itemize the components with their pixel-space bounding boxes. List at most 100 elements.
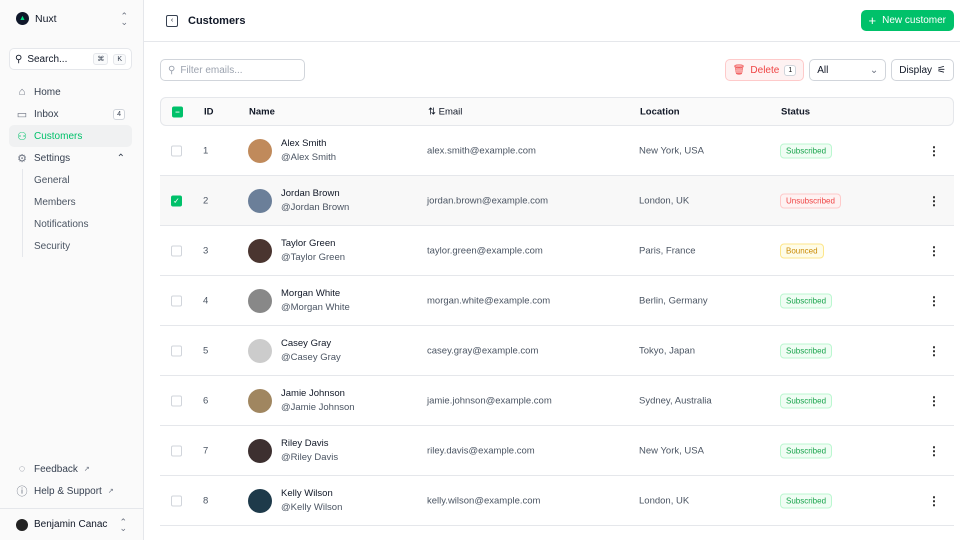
avatar (248, 288, 272, 313)
row-checkbox[interactable] (171, 495, 182, 506)
user-name: Benjamin Canac (34, 519, 108, 530)
users-icon: ⚇ (17, 130, 27, 143)
customer-email: morgan.white@example.com (427, 295, 551, 306)
sidebar-item-members[interactable]: Members (34, 196, 76, 208)
row-checkbox[interactable] (171, 295, 182, 306)
customer-id: 6 (203, 395, 209, 406)
row-actions-icon[interactable]: ⋮ (928, 393, 940, 408)
table-row[interactable]: 4 Morgan White @Morgan White morgan.white… (160, 276, 954, 326)
search-label: Search... (27, 53, 68, 65)
trash-icon: 🗑 (732, 64, 746, 76)
select-all-checkbox[interactable]: – (172, 106, 183, 117)
filter-emails-input[interactable]: ⚲ Filter emails... (160, 59, 305, 81)
sidebar-item-customers[interactable]: ⚇ Customers (9, 125, 132, 147)
table-row[interactable]: 1 Alex Smith @Alex Smith alex.smith@examp… (160, 126, 954, 176)
new-customer-button[interactable]: + New customer (860, 10, 954, 31)
customer-name: Jamie Johnson (281, 387, 345, 399)
customer-handle: @Riley Davis (281, 451, 339, 463)
row-checkbox[interactable] (171, 445, 182, 456)
settings-submenu: General Members Notifications Security (22, 169, 132, 257)
customer-handle: @Morgan White (281, 301, 350, 313)
customers-table: – ID Name ⇅ Email Location Status 1 Alex… (160, 97, 954, 526)
label: Inbox (34, 108, 59, 120)
chevron-up-down-icon: ⌃ ⌄ (119, 516, 127, 533)
row-actions-icon[interactable]: ⋮ (928, 343, 940, 358)
table-row[interactable]: ✓ 2 Jordan Brown @Jordan Brown jordan.bro… (160, 176, 954, 226)
row-checkbox[interactable]: ✓ (171, 195, 182, 206)
external-link-icon: ↗ (107, 488, 114, 495)
status-badge: Unsubscribed (780, 193, 841, 208)
row-actions-icon[interactable]: ⋮ (928, 193, 940, 208)
user-menu[interactable]: Benjamin Canac ⌃ ⌄ (0, 508, 143, 540)
table-row[interactable]: 7 Riley Davis @Riley Davis riley.davis@ex… (160, 426, 954, 476)
table-row[interactable]: 3 Taylor Green @Taylor Green taylor.green… (160, 226, 954, 276)
external-link-icon: ↗ (83, 466, 90, 473)
sidebar-item-settings[interactable]: ⚙ Settings ⌃ (9, 147, 132, 169)
sidebar: ▲ Nuxt ⌃ ⌄ ⚲ Search... ⌘ K ⌂ Home ▭ Inbox 4 … (0, 0, 144, 540)
label: Email (438, 106, 463, 117)
table-row[interactable]: 6 Jamie Johnson @Jamie Johnson jamie.john… (160, 376, 954, 426)
customer-handle: @Casey Gray (281, 351, 341, 363)
customer-handle: @Jamie Johnson (281, 401, 355, 413)
column-location: Location (640, 106, 680, 117)
status-badge: Subscribed (780, 493, 833, 508)
table-row[interactable]: 5 Casey Gray @Casey Gray casey.gray@examp… (160, 326, 954, 376)
chevron-down-icon: ⌄ (869, 64, 879, 76)
sidebar-collapse-icon[interactable]: ‹ (166, 14, 178, 27)
row-actions-icon[interactable]: ⋮ (928, 443, 940, 458)
customer-id: 7 (203, 445, 209, 456)
sidebar-item-inbox[interactable]: ▭ Inbox 4 (9, 103, 132, 125)
sidebar-item-home[interactable]: ⌂ Home (9, 81, 132, 103)
row-checkbox[interactable] (171, 345, 182, 356)
customer-email: casey.gray@example.com (427, 345, 539, 356)
customer-location: Sydney, Australia (639, 395, 712, 406)
customer-location: New York, USA (639, 145, 704, 156)
row-actions-icon[interactable]: ⋮ (928, 143, 940, 158)
customer-name: Casey Gray (281, 337, 332, 349)
label: Help & Support (34, 485, 102, 497)
column-status: Status (781, 106, 811, 117)
row-checkbox[interactable] (171, 245, 182, 256)
customer-id: 8 (203, 495, 209, 506)
avatar (248, 438, 272, 463)
sidebar-item-notifications[interactable]: Notifications (34, 218, 89, 230)
home-icon: ⌂ (18, 86, 26, 98)
customer-name: Riley Davis (281, 437, 329, 449)
column-name: Name (249, 106, 275, 117)
feedback-link[interactable]: ◌ Feedback ↗ (9, 458, 132, 480)
customer-id: 3 (203, 245, 209, 256)
customer-name: Kelly Wilson (281, 487, 333, 499)
customer-id: 2 (203, 195, 209, 206)
help-support-link[interactable]: ⓘ Help & Support ↗ (9, 480, 132, 502)
sort-icon: ⇅ (428, 106, 439, 117)
team-switcher[interactable]: ▲ Nuxt ⌃ ⌄ (16, 11, 128, 26)
customer-name: Taylor Green (281, 237, 336, 249)
customer-name-cell: Jamie Johnson @Jamie Johnson (281, 387, 355, 415)
sidebar-item-security[interactable]: Security (34, 240, 71, 252)
status-badge: Bounced (780, 243, 824, 258)
label: Settings (34, 152, 71, 164)
customer-name-cell: Jordan Brown @Jordan Brown (281, 187, 349, 215)
sidebar-nav: ⌂ Home ▭ Inbox 4 ⚇ Customers ⚙ Settings ⌃ Gene… (9, 81, 132, 257)
status-badge: Subscribed (780, 443, 833, 458)
label: Home (34, 86, 61, 98)
search-button[interactable]: ⚲ Search... ⌘ K (9, 48, 132, 70)
row-checkbox[interactable] (171, 395, 182, 406)
row-actions-icon[interactable]: ⋮ (928, 493, 940, 508)
column-id: ID (204, 106, 214, 117)
customer-name-cell: Kelly Wilson @Kelly Wilson (281, 487, 342, 515)
customer-location: Tokyo, Japan (639, 345, 695, 356)
customer-name-cell: Alex Smith @Alex Smith (281, 137, 336, 165)
delete-button[interactable]: 🗑 Delete 1 (724, 59, 805, 81)
label: Delete (750, 64, 780, 76)
display-button[interactable]: Display ⚟ (891, 59, 954, 81)
status-filter-select[interactable]: All ⌄ (809, 59, 887, 81)
sidebar-item-general[interactable]: General (34, 174, 70, 186)
row-checkbox[interactable] (171, 145, 182, 156)
avatar (16, 518, 28, 531)
row-actions-icon[interactable]: ⋮ (928, 293, 940, 308)
column-email[interactable]: ⇅ Email (428, 106, 462, 117)
row-actions-icon[interactable]: ⋮ (928, 243, 940, 258)
status-badge: Subscribed (780, 393, 833, 408)
table-row[interactable]: 8 Kelly Wilson @Kelly Wilson kelly.wilson… (160, 476, 954, 526)
